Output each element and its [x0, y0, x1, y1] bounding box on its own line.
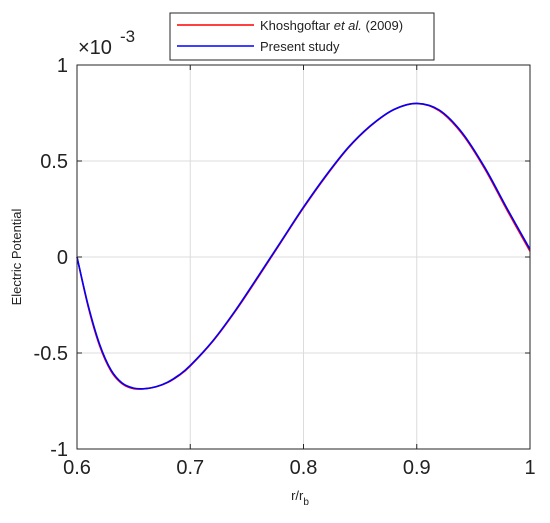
- legend-box: [169, 12, 435, 61]
- x-tick-label: 0.9: [403, 457, 431, 479]
- legend-label-khoshgoftar-part1: Khoshgoftar: [260, 18, 334, 33]
- x-tick-label: 0.8: [290, 457, 318, 479]
- y-tick-label: 0: [57, 247, 68, 269]
- legend: Khoshgoftar et al. (2009) Present study: [169, 12, 435, 61]
- y-multiplier-base: ×10: [78, 37, 112, 59]
- series-lines: [76, 102, 531, 390]
- x-tick-label: 1: [524, 457, 535, 479]
- y-tick-label: 1: [57, 55, 68, 77]
- series-line-present-study: [76, 102, 531, 390]
- legend-label-khoshgoftar-italic: et al.: [334, 18, 362, 33]
- y-multiplier-exponent: -3: [120, 27, 135, 46]
- grid-lines: [77, 65, 530, 449]
- legend-label-present-study: Present study: [260, 39, 340, 54]
- x-tick-label: 0.7: [176, 457, 204, 479]
- y-tick-label: -1: [50, 439, 68, 461]
- y-tick-label: 0.5: [40, 151, 68, 173]
- legend-label-present-study-text: Present study: [260, 39, 340, 54]
- x-axis-title-main: r/r: [291, 488, 304, 503]
- y-axis-title: Electric Potential: [9, 208, 24, 305]
- y-tick-label: -0.5: [34, 343, 68, 365]
- axis-ticks: 0.6 0.7 0.8 0.9 1 -1 -0.5 0 0.5 1: [34, 55, 536, 479]
- y-multiplier: ×10 -3: [78, 27, 135, 59]
- legend-label-khoshgoftar-part3: (2009): [362, 18, 403, 33]
- legend-label-khoshgoftar: Khoshgoftar et al. (2009): [260, 18, 403, 33]
- x-axis-title-subscript: b: [303, 497, 309, 508]
- x-tick-label: 0.6: [63, 457, 91, 479]
- x-axis-title: r/rb: [291, 488, 309, 508]
